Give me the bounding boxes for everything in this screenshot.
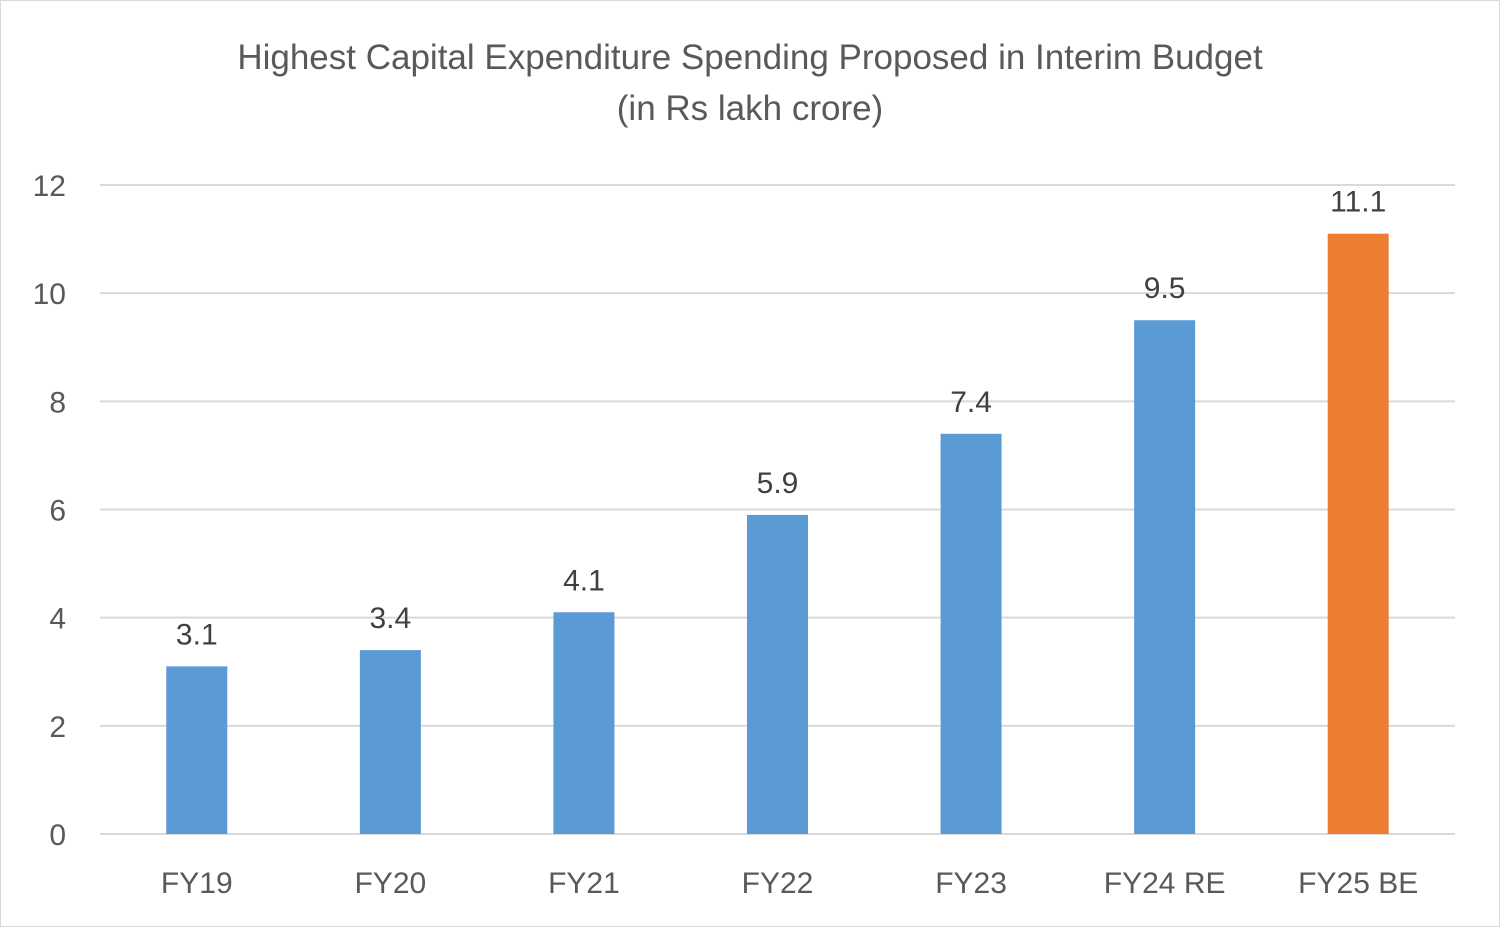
data-labels: 3.1 3.4 4.1 5.9 7.4 9.5 11.1: [176, 186, 1386, 652]
bar-fy25-be: [1327, 233, 1389, 835]
x-tick-label: FY22: [742, 867, 814, 900]
data-label: 3.4: [369, 602, 411, 635]
bar-fy19: [166, 666, 228, 834]
data-label: 7.4: [950, 386, 992, 419]
bar-fy24-re: [1134, 320, 1196, 834]
bars: [166, 233, 1389, 835]
bar-fy21: [553, 612, 615, 834]
y-tick-label: 6: [49, 495, 66, 528]
bar-fy20: [359, 650, 421, 834]
chart-subtitle: (in Rs lakh crore): [616, 89, 884, 128]
data-label: 11.1: [1330, 186, 1386, 219]
x-tick-label: FY25 BE: [1298, 867, 1418, 900]
y-tick-label: 12: [33, 170, 66, 203]
x-tick-label: FY24 RE: [1104, 867, 1226, 900]
bar-fy22: [747, 514, 808, 834]
x-tick-label: FY23: [935, 867, 1007, 900]
y-tick-label: 2: [49, 711, 66, 744]
data-label: 4.1: [563, 564, 605, 597]
y-tick-label: 10: [33, 278, 66, 311]
x-axis: FY19 FY20 FY21 FY22 FY23 FY24 RE FY25 BE: [161, 867, 1418, 900]
y-tick-label: 4: [49, 603, 66, 636]
data-label: 5.9: [757, 467, 799, 500]
y-tick-label: 8: [49, 386, 66, 419]
y-tick-label: 0: [49, 819, 66, 852]
data-label: 9.5: [1144, 272, 1186, 305]
chart-title: Highest Capital Expenditure Spending Pro…: [237, 38, 1263, 77]
x-tick-label: FY21: [548, 867, 620, 900]
x-tick-label: FY20: [354, 867, 426, 900]
data-label: 3.1: [176, 618, 218, 651]
x-tick-label: FY19: [161, 867, 233, 900]
bar-fy23: [940, 433, 1002, 834]
y-axis: 0 2 4 6 8 10 12: [33, 170, 66, 852]
